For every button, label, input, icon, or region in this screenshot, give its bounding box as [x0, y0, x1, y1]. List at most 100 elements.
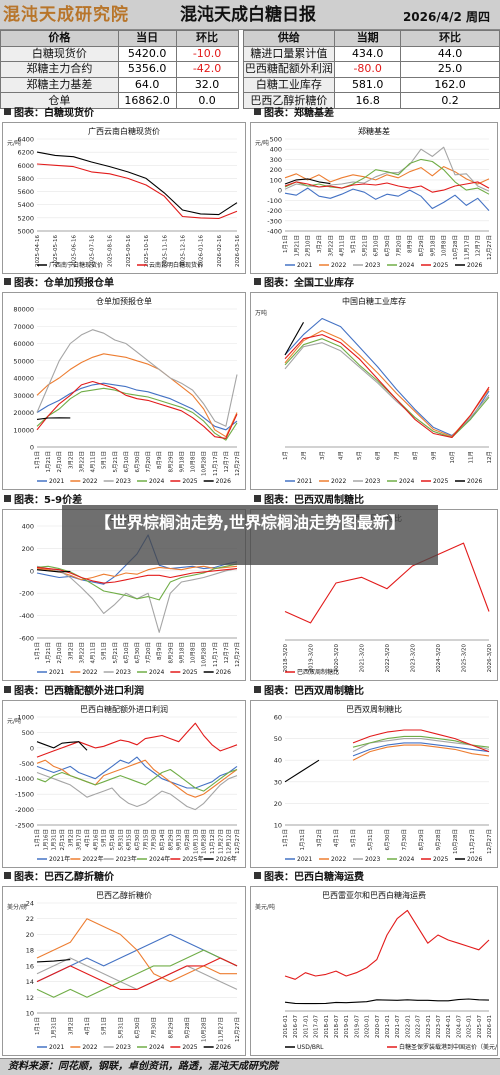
series-line: [36, 722, 238, 758]
legend-label: 2024: [149, 669, 164, 676]
section-title-text: 图表：全国工业库存: [264, 278, 354, 289]
legend-label: 2021: [49, 669, 64, 676]
legend-label: 2022: [331, 856, 346, 863]
y-tick-label: 0: [30, 744, 34, 752]
x-tick-label: 2021-3/20: [360, 644, 366, 673]
square-icon: [254, 686, 261, 693]
legend-label: 2025: [433, 262, 448, 269]
x-tick-label: 12月27日: [234, 451, 241, 476]
x-tick-label: 12月27日: [234, 1017, 241, 1042]
square-icon: [254, 278, 261, 285]
metric-value: 32.0: [175, 76, 239, 94]
series-line: [284, 998, 490, 1005]
legend-label: 2024: [149, 1044, 164, 1051]
y-tick-label: 80000: [13, 306, 34, 314]
section-title-text: 图表：巴西白糖海运费: [264, 872, 364, 883]
y-tick-label: 50: [274, 735, 282, 743]
x-tick-label: 3月22日: [78, 642, 85, 664]
square-icon: [4, 278, 11, 285]
metric-label: 白糖现货价: [0, 45, 119, 63]
x-tick-label: 7月30日: [401, 829, 408, 851]
y-tick-label: -2000: [15, 806, 34, 814]
x-tick-label: 9月28日: [435, 829, 442, 851]
section-title: 图表：全国工业库存: [254, 277, 354, 291]
y-tick-label: -600: [19, 635, 34, 643]
x-tick-label: 3月2日: [67, 1017, 74, 1035]
x-tick-label: 2025-05-16: [53, 235, 59, 267]
metrics-table: 价格 当日 环比 供给 当期 环比 白糖现货价 5420.0 -10.0 糖进口量累计…: [0, 30, 500, 109]
section-title: 图表：郑糖基差: [254, 107, 334, 121]
section-title: 图表：巴西白糖海运费: [254, 871, 364, 885]
series-line: [36, 417, 71, 420]
x-tick-label: 7月30日: [151, 829, 158, 851]
chart-ratio1: 巴西双周制糖比 2018-3/20 2019-3/20 2020-3/20 2021-3…: [283, 513, 493, 676]
x-tick-label: 1月1日: [34, 451, 41, 469]
x-tick-label: 5月31日: [117, 1017, 124, 1039]
series-line: [36, 771, 238, 811]
x-tick-label: 11月27日: [469, 829, 476, 854]
x-tick-label: 2025-3/20: [462, 644, 468, 673]
legend-label: 2025: [182, 478, 197, 485]
legend-label: 2022年: [82, 855, 103, 863]
y-tick-label: 10000: [13, 426, 34, 434]
x-tick-label: 3月2日: [67, 451, 74, 469]
series-line: [36, 741, 88, 751]
square-icon: [4, 495, 11, 502]
legend-label: 2022: [331, 478, 346, 485]
legend-label: 2021年: [49, 855, 70, 863]
legend-label: 2026年: [216, 855, 237, 863]
x-tick-label: 2019-01: [344, 1015, 350, 1038]
x-tick-label: 5月1日: [350, 829, 357, 847]
section-title-text: 图表：仓单加预报仓单: [14, 278, 114, 289]
y-tick-label: 0: [278, 187, 282, 195]
series-line: [36, 387, 238, 441]
series-line: [36, 382, 238, 431]
x-tick-label: 12月27日: [234, 642, 241, 667]
metric-label: 郑糖主力基差: [0, 76, 119, 94]
chart-panel: 广西云南白糖现货价 元/吨 5000 5200 5400 5600 5800 6000 6200…: [2, 122, 246, 274]
x-tick-label: 5月31日: [367, 829, 374, 851]
x-tick-label: 4月: [338, 451, 345, 460]
x-tick-label: 10月28日: [452, 829, 459, 854]
x-tick-label: 8月29日: [167, 1017, 174, 1039]
chart-title: 中国白糖工业库存: [342, 296, 406, 306]
x-tick-label: 8月29日: [418, 235, 425, 257]
x-tick-label: 4月1日: [84, 1017, 91, 1035]
x-tick-label: 1月1日: [34, 1017, 41, 1035]
x-tick-label: 2020-3/20: [334, 644, 340, 673]
x-tick-label: 6月: [375, 451, 382, 460]
x-tick-label: 10月28日: [452, 235, 459, 260]
chart-panel: 郑糖基差 元/吨 -400 -300 -200 -100 0 100 200 300 400 500 1…: [250, 122, 498, 274]
x-tick-label: 2月10日: [56, 642, 63, 664]
chart-title: 巴西乙醇折糖价: [96, 890, 152, 900]
series-line: [36, 569, 71, 573]
legend-label: 2021: [49, 1044, 64, 1051]
headline-overlay[interactable]: 【世界棕榈油走势,世界棕榈油走势图最新】: [62, 505, 438, 565]
y-tick-label: 40: [274, 757, 282, 765]
x-tick-label: 2017-01: [303, 1015, 309, 1038]
chart-panel: 巴西白糖配额外进口利润 元/吨 -2500 -2000 -1500 -1000 -500 0 5…: [2, 700, 246, 868]
legend-label: 2025: [182, 1044, 197, 1051]
x-tick-label: 1月: [282, 451, 289, 460]
y-tick-label: -1500: [15, 791, 34, 799]
legend-label: 2026: [216, 669, 231, 676]
section-header: 图表：巴西乙醇折糖价 图表：巴西白糖海运费: [0, 870, 500, 886]
x-tick-label: 1月1日: [282, 235, 289, 253]
x-tick-label: 11月27日: [217, 829, 224, 854]
x-tick-label: 7月30日: [151, 1017, 158, 1039]
x-tick-label: 2025-10-16: [144, 235, 150, 267]
section-header: 图表：5-9价差 图表：巴西双周制糖比: [0, 493, 500, 509]
x-tick-label: 9月18日: [178, 642, 185, 664]
x-tick-label: 9月: [430, 451, 437, 460]
chart-panel: 5-9价差-600-400-20002004001月1日1月21日2月10日3月…: [2, 509, 246, 681]
x-tick-label: 5月1日: [101, 451, 108, 469]
legend-label: 2021: [297, 262, 312, 269]
x-tick-label: 10月8日: [190, 642, 197, 664]
legend-label: 巴西双周制糖比: [297, 668, 339, 676]
col-header: 当期: [334, 30, 402, 47]
x-tick-label: 2019-3/20: [309, 644, 315, 673]
chart-warrant: 仓单加预报仓单 0 10000 20000 30000 40000 50000 60000 70…: [13, 296, 241, 485]
section-title-text: 图表：巴西乙醇折糖价: [14, 872, 114, 883]
x-tick-label: 1月31日: [51, 829, 58, 851]
